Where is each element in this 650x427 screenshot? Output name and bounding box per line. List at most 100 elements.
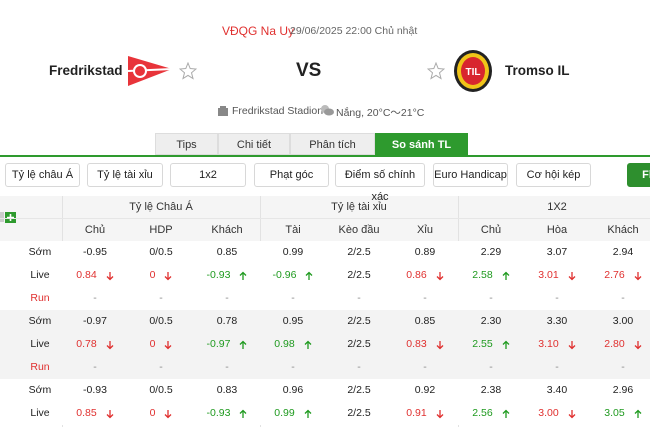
odds-value: -0.95 — [83, 246, 107, 258]
row-label: Sớm — [28, 246, 52, 258]
odds-value: 0 — [149, 269, 156, 281]
filter-button[interactable]: Tỷ lệ tài xỉu — [87, 163, 163, 187]
odds-value: - — [621, 292, 625, 304]
league: VĐQG Na Uy — [222, 24, 295, 38]
row-label: Sớm — [28, 315, 52, 327]
trend-arrow — [164, 340, 172, 349]
odds-value: 0.83 — [406, 338, 427, 350]
odds-cell: 2/2.5 — [326, 402, 392, 425]
odds-cell: 0 — [128, 402, 194, 425]
odds-value: 2.76 — [604, 269, 625, 281]
odds-value: 2/2.5 — [347, 315, 371, 327]
group-header: 1X2 — [547, 201, 567, 213]
filter-button[interactable]: Fl — [627, 163, 650, 187]
odds-value: 0.83 — [216, 384, 238, 396]
odds-value: 0.78 — [216, 315, 238, 327]
odds-cell: - — [458, 287, 524, 310]
tab[interactable]: Chi tiết — [218, 133, 290, 155]
odds-cell: 0/0.5 — [128, 310, 194, 333]
tab[interactable]: So sánh TL — [375, 133, 468, 155]
trend-arrow — [240, 271, 247, 280]
odds-value: 0.96 — [282, 384, 304, 396]
odds-cell: 3.30 — [524, 310, 590, 333]
odds-value: 0.86 — [406, 269, 427, 281]
row-group-bg — [0, 379, 650, 425]
tab[interactable]: Phân tích — [290, 133, 375, 155]
filter-button[interactable]: Phạt góc — [254, 163, 329, 187]
row-label: Sớm — [28, 384, 52, 396]
home-logo — [127, 56, 173, 86]
odds-value: -0.96 — [272, 269, 297, 281]
column-header: Khách — [607, 223, 639, 236]
odds-value: 2.29 — [480, 246, 502, 258]
trend-arrow — [106, 271, 114, 280]
odds-cell: - — [128, 287, 194, 310]
away-team: Tromso IL — [505, 63, 570, 78]
trend-arrow — [634, 409, 642, 418]
odds-cell: -0.93 — [194, 264, 260, 287]
odds-cell: -0.97 — [194, 333, 260, 356]
odds-cell: 0.83 — [194, 379, 260, 402]
trend-arrow — [164, 409, 172, 418]
odds-cell: 2/2.5 — [326, 333, 392, 356]
odds-value: -0.93 — [206, 407, 231, 419]
odds-value: -0.93 — [206, 269, 231, 281]
odds-value: 2.80 — [604, 338, 625, 350]
odds-value: 3.10 — [538, 338, 559, 350]
odds-cell: 0.85 — [392, 310, 458, 333]
versus: VS — [296, 60, 322, 81]
trend-arrow — [436, 340, 444, 349]
odds-cell: 0.98 — [260, 333, 326, 356]
odds-value: 0.85 — [216, 246, 238, 258]
weather-icon — [321, 105, 334, 116]
odds-value: 2.56 — [472, 407, 493, 419]
odds-value: - — [225, 361, 229, 373]
collapse-icon[interactable] — [0, 212, 4, 222]
odds-cell: 2.55 — [458, 333, 524, 356]
odds-cell: - — [392, 287, 458, 310]
odds-value: 2/2.5 — [347, 384, 371, 396]
odds-cell: 0.84 — [62, 264, 128, 287]
odds-cell: 0 — [128, 333, 194, 356]
odds-cell: 2/2.5 — [326, 310, 392, 333]
odds-value: 3.30 — [546, 315, 568, 327]
filter-button[interactable]: Tỷ lệ châu Á — [5, 163, 80, 187]
odds-value: 0.84 — [76, 269, 97, 281]
odds-value: - — [291, 361, 295, 373]
odds-cell: 2.38 — [458, 379, 524, 402]
trend-arrow — [634, 340, 642, 349]
odds-cell: 2.56 — [458, 402, 524, 425]
odds-value: 0/0.5 — [149, 384, 173, 396]
venue: Fredrikstad Stadion — [232, 105, 324, 117]
odds-value: 2.38 — [480, 384, 502, 396]
favorite-star[interactable] — [179, 62, 197, 80]
odds-cell: 2.96 — [590, 379, 650, 402]
filter-button[interactable]: Cơ hội kép — [516, 163, 591, 187]
odds-cell: 2.80 — [590, 333, 650, 356]
favorite-star[interactable] — [427, 62, 445, 80]
filter-button[interactable]: 1x2 — [170, 163, 246, 187]
odds-value: - — [159, 361, 163, 373]
odds-value: 3.00 — [612, 315, 634, 327]
odds-value: - — [159, 292, 163, 304]
expand-icon[interactable] — [5, 212, 16, 223]
column-header: Chủ — [84, 223, 106, 236]
odds-value: 0 — [149, 338, 156, 350]
filter-button[interactable]: Điểm số chính xác — [335, 163, 425, 203]
filter-button[interactable]: Euro Handicap — [433, 163, 508, 187]
tab[interactable]: Tips — [155, 133, 218, 155]
trend-arrow — [634, 271, 642, 280]
odds-cell: - — [194, 287, 260, 310]
trend-arrow — [502, 409, 510, 418]
odds-value: - — [555, 361, 559, 373]
odds-value: 0.99 — [282, 246, 304, 258]
trend-arrow — [502, 271, 510, 280]
odds-value: - — [357, 361, 361, 373]
trend-arrow — [304, 409, 312, 418]
column-header: Chủ — [480, 223, 502, 236]
odds-value: 0.85 — [76, 407, 97, 419]
odds-cell: 2.29 — [458, 241, 524, 264]
column-header: Hòa — [546, 223, 568, 236]
row-label: Run — [30, 292, 50, 304]
trend-arrow — [436, 409, 444, 418]
